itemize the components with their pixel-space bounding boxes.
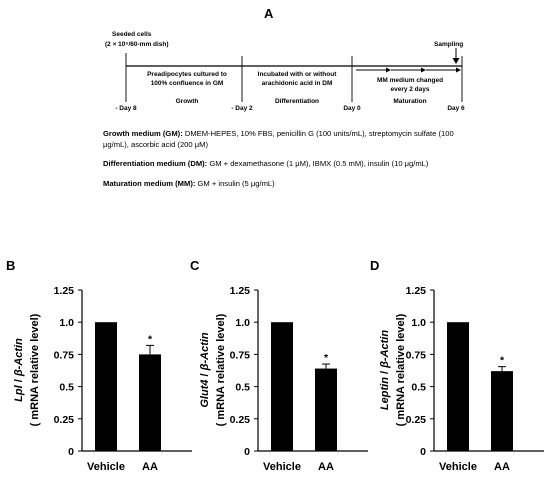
stage3-line1: MM medium changed — [377, 77, 443, 84]
growth-medium-line1: Growth medium (GM): DMEM-HEPES, 10% FBS,… — [103, 129, 454, 138]
day-label-6: Day 6 — [447, 105, 465, 112]
y-axis-label-actin: β-Actin — [379, 330, 391, 369]
y-axis-label-slash: / — [13, 376, 25, 385]
day-label-0: Day 0 — [343, 105, 361, 112]
day-label-minus8: - Day 8 — [115, 105, 137, 112]
y-tick-label: 0.25 — [54, 414, 75, 426]
y-axis-label: Glut4 / β-Actin — [199, 332, 211, 408]
y-axis-label-gene: Lpl — [13, 384, 25, 401]
seeded-label-line1: Seeded cells — [112, 31, 152, 38]
growth-medium-line2: μg/mL), ascorbic acid (200 μM) — [103, 140, 208, 149]
y-tick-label: 1.25 — [406, 285, 427, 297]
differentiation-medium-desc: GM + dexamethasone (1 μM), IBMX (0.5 mM)… — [207, 159, 429, 168]
y-axis-label-units: ( mRNA relative level) — [29, 313, 41, 426]
y-tick-label: 0.75 — [406, 349, 427, 361]
y-tick-label: 0.5 — [411, 382, 426, 394]
panel-letter-b: B — [6, 258, 15, 273]
y-tick-label: 1.0 — [59, 317, 74, 329]
significance-marker: * — [148, 333, 153, 345]
medium-change-arrows — [356, 67, 461, 73]
significance-marker: * — [324, 352, 329, 364]
chart-panel-c: C 0 0.25 0.5 0.75 1.0 1.25 Glut4 / β-Actin ( mRN… — [190, 258, 368, 473]
panel-letter-d: D — [370, 258, 379, 273]
phase-growth: Growth — [176, 98, 199, 105]
chart-panel-b: B 0 0.25 0.5 0.75 1.0 1.25 Lpl / β-Actin ( mRNA … — [6, 258, 192, 473]
y-tick-label: 1.25 — [230, 285, 251, 297]
x-category-label: AA — [318, 461, 334, 473]
bar-vehicle — [95, 322, 117, 451]
bar-vehicle — [271, 322, 293, 451]
differentiation-medium-label: Differentiation medium (DM): — [103, 159, 207, 168]
stage1-line2: 100% confluence in GM — [151, 80, 224, 87]
chart-panel-d: D 0 0.25 0.5 0.75 1.0 1.25 Leptin / β-Actin ( mR… — [370, 258, 544, 473]
stage3-line2: every 2 days — [390, 86, 429, 93]
bar-aa — [491, 371, 513, 451]
significance-marker: * — [500, 355, 505, 367]
sampling-arrow-head — [452, 58, 460, 64]
y-tick-label: 0.25 — [230, 414, 251, 426]
stage2-line2: arachidonic acid in DM — [262, 80, 333, 87]
y-tick-label: 0.75 — [230, 349, 251, 361]
y-axis-label: Leptin / β-Actin — [379, 330, 391, 410]
y-tick-label: 0.5 — [59, 382, 74, 394]
panel-a: A Seeded cells (2 × 10⁵/60-mm dish) Samp… — [103, 6, 465, 188]
maturation-medium-line: Maturation medium (MM): GM + insulin (5 … — [103, 179, 275, 188]
y-axis-label-actin: β-Actin — [13, 338, 25, 377]
y-tick-label: 0.25 — [406, 414, 427, 426]
y-axis-label-slash: / — [379, 368, 391, 377]
panel-letter-a: A — [264, 6, 274, 21]
y-tick-label: 0.75 — [54, 349, 75, 361]
y-tick-label: 1.0 — [235, 317, 250, 329]
x-category-label: Vehicle — [263, 461, 301, 473]
bar-charts: B 0 0.25 0.5 0.75 1.0 1.25 Lpl / β-Actin ( mRNA … — [6, 258, 544, 473]
growth-medium-desc1: DMEM-HEPES, 10% FBS, penicillin G (100 u… — [183, 129, 454, 138]
phase-differentiation: Differentiation — [275, 98, 319, 105]
y-tick-label: 0 — [68, 446, 74, 458]
y-axis-label-units: ( mRNA relative level) — [395, 313, 407, 426]
sampling-label: Sampling — [434, 41, 463, 48]
y-tick-label: 1.25 — [54, 285, 75, 297]
y-tick-label: 0.5 — [235, 382, 250, 394]
y-axis-label-actin: β-Actin — [199, 332, 211, 371]
maturation-medium-label: Maturation medium (MM): — [103, 179, 195, 188]
growth-medium-label: Growth medium (GM): — [103, 129, 183, 138]
stage1-line1: Preadipocytes cultured to — [147, 71, 227, 78]
x-category-label: Vehicle — [87, 461, 125, 473]
day-label-minus2: - Day 2 — [231, 105, 253, 112]
y-axis-label-gene: Glut4 — [199, 380, 211, 408]
bar-vehicle — [447, 322, 469, 451]
bar-aa — [139, 354, 161, 451]
y-tick-label: 0 — [420, 446, 426, 458]
y-axis-label: Lpl / β-Actin — [13, 338, 25, 402]
x-category-label: AA — [142, 461, 158, 473]
seeded-label-line2: (2 × 10⁵/60-mm dish) — [105, 41, 169, 48]
stage2-line1: Incubated with or without — [258, 71, 338, 78]
x-category-label: AA — [494, 461, 510, 473]
panel-letter-c: C — [190, 258, 200, 273]
maturation-medium-desc: GM + insulin (5 μg/mL) — [195, 179, 275, 188]
x-category-label: Vehicle — [439, 461, 477, 473]
bar-aa — [315, 368, 337, 451]
y-tick-label: 1.0 — [411, 317, 426, 329]
differentiation-medium-line: Differentiation medium (DM): GM + dexame… — [103, 159, 429, 168]
y-axis-label-gene: Leptin — [379, 377, 391, 410]
phase-maturation: Maturation — [393, 98, 426, 105]
y-axis-label-slash: / — [199, 370, 211, 379]
y-tick-label: 0 — [244, 446, 250, 458]
y-axis-label-units: ( mRNA relative level) — [215, 313, 227, 426]
